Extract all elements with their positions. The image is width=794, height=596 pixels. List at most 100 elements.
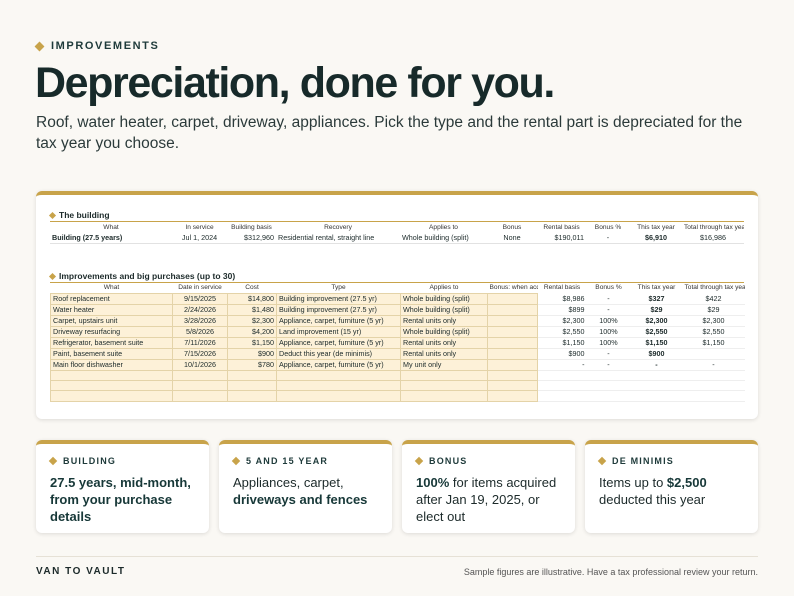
input-cell-date[interactable]: 10/1/2026 <box>172 359 228 371</box>
card-kicker: 5 AND 15 YEAR <box>231 456 380 466</box>
input-cell-bonus[interactable] <box>487 380 538 392</box>
input-cell-type[interactable]: Building improvement (27.5 yr) <box>276 293 401 305</box>
input-cell-applies-to[interactable]: Whole building (split) <box>400 326 488 338</box>
cell-applies-to: Whole building (split) <box>400 233 487 245</box>
card-text: Appliances, carpet, driveways and fences <box>233 474 380 508</box>
card-lead: Items up to <box>599 475 667 490</box>
input-cell-applies-to[interactable]: Rental units only <box>400 337 488 349</box>
input-cell-cost[interactable]: $1,150 <box>227 337 277 349</box>
cell-rental-basis: $900 <box>537 348 587 360</box>
input-cell-cost[interactable]: $780 <box>227 359 277 371</box>
cell-type: Residential rental, straight line <box>276 233 400 245</box>
input-cell-type[interactable]: Appliance, carpet, furniture (5 yr) <box>276 337 401 349</box>
column-header-what: What <box>103 284 120 291</box>
input-cell-cost[interactable]: $2,300 <box>227 315 277 327</box>
input-cell-type[interactable] <box>276 369 401 382</box>
input-cell-applies-to[interactable]: Whole building (split) <box>400 293 488 305</box>
cell-total <box>682 370 745 382</box>
cell-bonus-pct: 100% <box>586 337 631 349</box>
input-cell-date[interactable]: 7/11/2026 <box>172 337 228 349</box>
cell-rental-basis: - <box>537 359 587 371</box>
input-cell-applies-to[interactable] <box>400 369 488 382</box>
input-cell-applies-to[interactable]: Whole building (split) <box>400 304 488 316</box>
card-bonus: BONUS 100% for items acquired after Jan … <box>402 440 575 533</box>
input-cell-bonus[interactable] <box>487 315 538 327</box>
input-cell-applies-to[interactable] <box>400 380 488 392</box>
card-rest: deducted this year <box>599 492 706 507</box>
input-cell-cost[interactable] <box>227 380 277 392</box>
input-cell-what[interactable]: Driveway resurfacing <box>50 326 173 338</box>
improvements-header-row: What Date in service Cost Type Applies to Bon… <box>51 283 745 294</box>
cell-rental-basis <box>537 370 587 382</box>
input-cell-type[interactable]: Appliance, carpet, furniture (5 yr) <box>276 315 401 327</box>
cell-this-year: $2,300 <box>630 315 683 327</box>
input-cell-type[interactable]: Land improvement (15 yr) <box>276 326 401 338</box>
input-cell-bonus[interactable] <box>487 304 538 316</box>
input-cell-date[interactable]: 2/24/2026 <box>172 304 228 316</box>
input-cell-what[interactable] <box>50 390 173 402</box>
input-cell-what[interactable]: Water heater <box>50 304 173 316</box>
table-row: Carpet, upstairs unit 3/28/2026 $2,300 Appl… <box>50 315 745 327</box>
input-cell-date[interactable]: 7/15/2026 <box>172 348 228 360</box>
input-cell-cost[interactable] <box>227 369 277 382</box>
input-cell-date[interactable]: 5/8/2026 <box>172 326 228 338</box>
card-text: 100% for items acquired after Jan 19, 20… <box>416 474 563 525</box>
improvements-section-label: Improvements and big purchases (up to 30… <box>59 271 236 281</box>
input-cell-type[interactable]: Appliance, carpet, furniture (5 yr) <box>276 359 401 371</box>
column-header-type: Type <box>331 284 346 291</box>
input-cell-date[interactable]: 9/15/2025 <box>172 293 228 305</box>
input-cell-cost[interactable]: $14,800 <box>227 293 277 305</box>
input-cell-date[interactable] <box>172 390 228 402</box>
input-cell-type[interactable] <box>276 390 401 402</box>
column-header-date: Date in service <box>178 284 222 291</box>
input-cell-bonus[interactable] <box>487 369 538 382</box>
input-cell-type[interactable]: Building improvement (27.5 yr) <box>276 304 401 316</box>
cell-bonus-pct <box>586 390 631 402</box>
cell-total <box>682 380 745 392</box>
input-cell-what[interactable]: Paint, basement suite <box>50 348 173 360</box>
input-cell-type[interactable]: Deduct this year (de minimis) <box>276 348 401 360</box>
input-cell-cost[interactable]: $1,480 <box>227 304 277 316</box>
column-header-bonus-pct: Bonus % <box>595 284 622 292</box>
cell-this-year: $900 <box>630 348 683 360</box>
column-header-cost: Cost <box>245 284 259 291</box>
input-cell-bonus[interactable] <box>487 326 538 338</box>
input-cell-bonus[interactable] <box>487 359 538 371</box>
cell-this-year <box>630 390 683 402</box>
card-de-minimis: DE MINIMIS Items up to $2,500 deducted t… <box>585 440 758 533</box>
cell-this-year: $2,550 <box>630 326 683 338</box>
input-cell-applies-to[interactable]: My unit only <box>400 359 488 371</box>
input-cell-date[interactable] <box>172 369 228 382</box>
input-cell-what[interactable] <box>50 369 173 382</box>
card-text: 27.5 years, mid-month, from your purchas… <box>50 474 197 525</box>
input-cell-bonus[interactable] <box>487 337 538 349</box>
input-cell-cost[interactable]: $4,200 <box>227 326 277 338</box>
card-kicker-label: DE MINIMIS <box>612 456 675 466</box>
input-cell-type[interactable] <box>276 380 401 392</box>
table-row: Roof replacement 9/15/2025 $14,800 Building… <box>50 293 745 305</box>
input-cell-bonus[interactable] <box>487 348 538 360</box>
cell-bonus-pct: - <box>586 293 631 305</box>
improvements-section-title: Improvements and big purchases (up to 30… <box>48 271 236 281</box>
cell-total: $29 <box>682 304 745 316</box>
input-cell-what[interactable]: Carpet, upstairs unit <box>50 315 173 327</box>
input-cell-bonus[interactable] <box>487 293 538 305</box>
input-cell-date[interactable]: 3/28/2026 <box>172 315 228 327</box>
building-header-row: What In service Building basis Recovery Appl… <box>50 223 744 233</box>
input-cell-date[interactable] <box>172 380 228 392</box>
input-cell-what[interactable]: Main floor dishwasher <box>50 359 173 371</box>
card-building: BUILDING 27.5 years, mid-month, from you… <box>36 440 209 533</box>
input-cell-what[interactable]: Roof replacement <box>50 293 173 305</box>
input-cell-cost[interactable]: $900 <box>227 348 277 360</box>
input-cell-what[interactable]: Refrigerator, basement suite <box>50 337 173 349</box>
input-cell-applies-to[interactable]: Rental units only <box>400 315 488 327</box>
cell-bonus-pct: 100% <box>586 315 631 327</box>
input-cell-bonus[interactable] <box>487 390 538 402</box>
input-cell-what[interactable] <box>50 380 173 392</box>
cell-total: $2,300 <box>682 315 745 327</box>
cell-total <box>682 348 745 360</box>
input-cell-cost[interactable] <box>227 390 277 402</box>
cell-bonus-pct: 100% <box>586 326 631 338</box>
input-cell-applies-to[interactable]: Rental units only <box>400 348 488 360</box>
input-cell-applies-to[interactable] <box>400 390 488 402</box>
